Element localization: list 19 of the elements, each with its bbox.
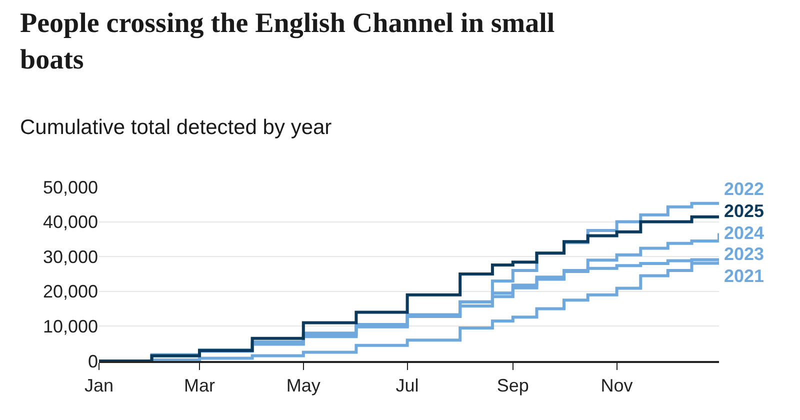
y-tick-label: 50,000 [42,177,98,198]
series-label: 2023 [724,244,764,264]
series-label: 2022 [724,179,764,199]
y-tick-label: 40,000 [42,212,98,232]
x-tick-label: Sep [496,375,529,396]
y-tick-label: 30,000 [42,246,98,267]
x-tick-label: Mar [184,375,215,396]
y-tick-label: 10,000 [42,316,98,336]
y-tick-label: 20,000 [42,282,98,302]
y-tick-label: 0 [88,351,98,372]
x-tick-label: Jul [396,375,419,396]
series-label: 2021 [724,266,764,286]
x-tick-label: May [286,375,320,396]
series-label: 2025 [724,201,764,221]
x-tick-label: Nov [600,375,633,396]
series-label: 2024 [724,223,764,243]
chart-title: People crossing the English Channel in small boats [20,8,555,76]
x-tick-label: Jan [84,375,114,396]
chart-subtitle: Cumulative total detected by year [20,116,332,139]
